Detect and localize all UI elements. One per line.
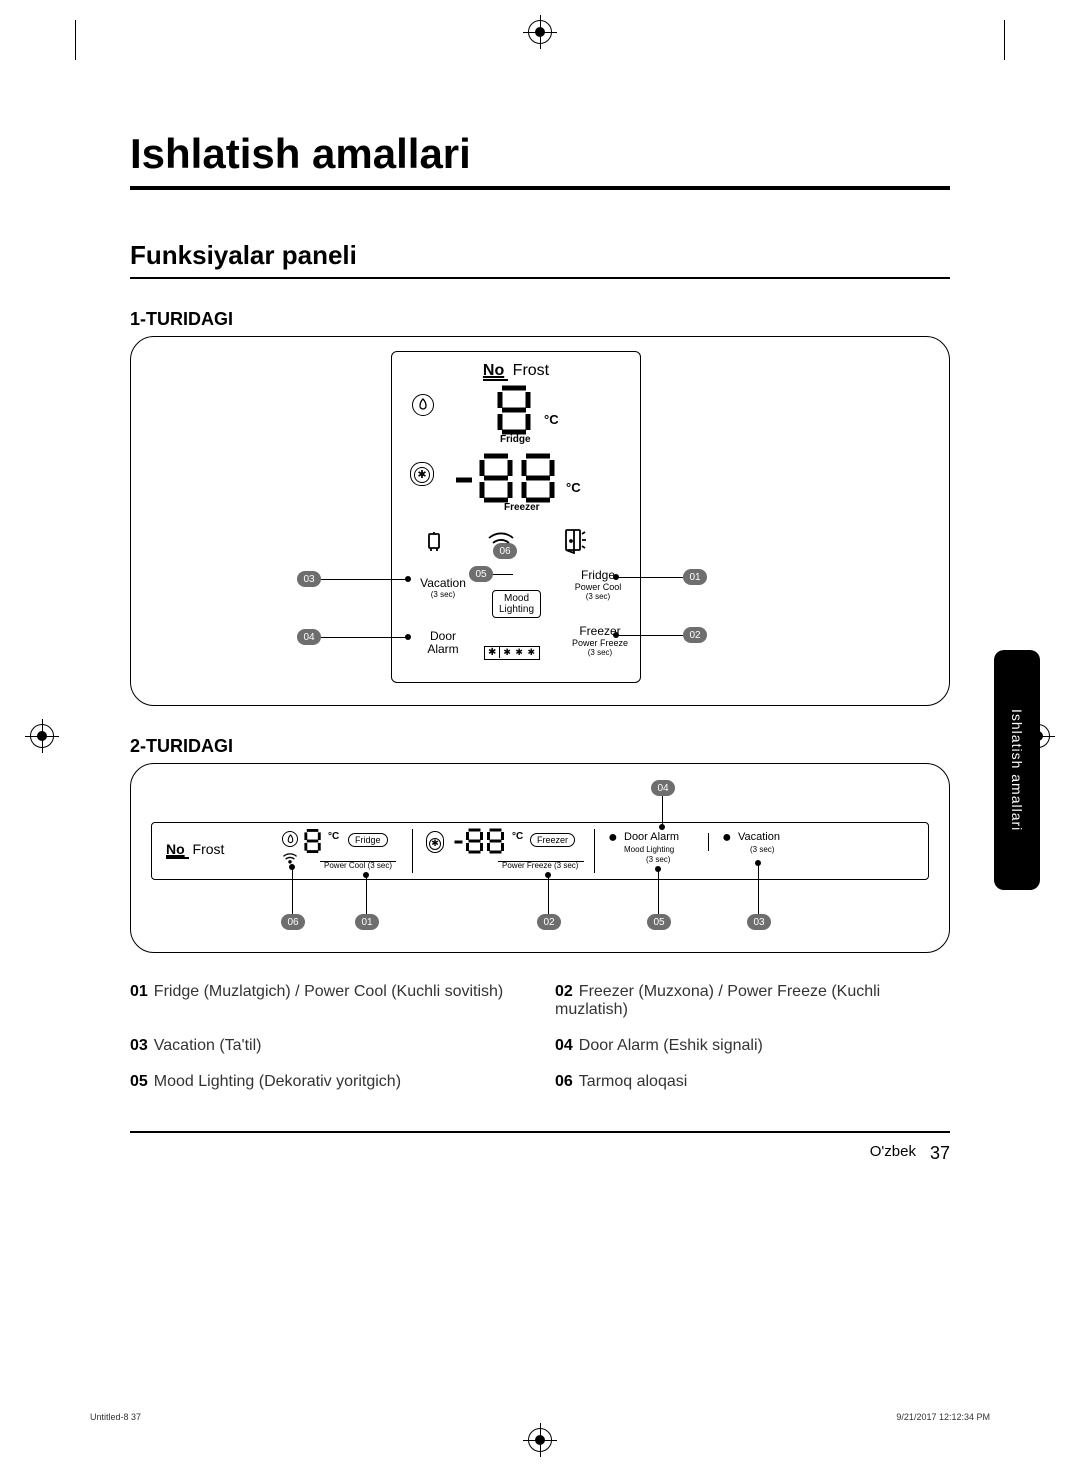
footer: O'zbek 37 bbox=[130, 1143, 950, 1164]
type2-heading: 2-TURIDAGI bbox=[130, 736, 950, 757]
freezer-rating-icon: ✱ ✱ ✱ ✱ bbox=[484, 642, 540, 660]
side-tab: Ishlatish amallari bbox=[994, 650, 1040, 890]
nofrost-logo: No Frost bbox=[166, 841, 224, 859]
footer-language: O'zbek bbox=[870, 1143, 916, 1164]
dot-icon: ● bbox=[608, 829, 618, 847]
freezer-pill-button[interactable]: Freezer bbox=[530, 833, 575, 847]
callout-04: 04 bbox=[297, 629, 321, 645]
power-freeze-label: Power Freeze (3 sec) bbox=[502, 861, 578, 870]
callout-01: 01 bbox=[683, 569, 707, 585]
footer-rule bbox=[130, 1131, 950, 1133]
panel-type1: No Frost °C Fridge ✱ bbox=[130, 336, 950, 706]
section-rule bbox=[130, 277, 950, 279]
dot-icon: ● bbox=[722, 829, 732, 847]
meta-left: Untitled-8 37 bbox=[90, 1412, 141, 1422]
power-freeze-icon: ✱ bbox=[410, 462, 434, 486]
vacation-label: Vacation bbox=[738, 831, 780, 843]
freezer-temp-digits bbox=[452, 827, 510, 860]
callout-03: 03 bbox=[747, 914, 771, 930]
legend-item: 04Door Alarm (Eshik signali) bbox=[555, 1037, 950, 1055]
freezer-label: Freezer bbox=[504, 502, 540, 513]
registration-mark-left bbox=[30, 724, 54, 748]
display-box: No Frost °C Fridge ✱ bbox=[391, 351, 641, 683]
freezer-button[interactable]: Freezer Power Freeze (3 sec) bbox=[562, 624, 638, 657]
panel-type2: No Frost °C Fridge Power Cool (3 sec) ✱ bbox=[130, 763, 950, 953]
deg-c: °C bbox=[544, 412, 559, 427]
deg-c: °C bbox=[328, 831, 339, 842]
title-rule bbox=[130, 186, 950, 190]
meta-right: 9/21/2017 12:12:34 PM bbox=[896, 1412, 990, 1422]
crop-mark bbox=[75, 20, 76, 60]
legend-item: 05Mood Lighting (Dekorativ yoritgich) bbox=[130, 1073, 525, 1091]
vacation-icon bbox=[422, 530, 446, 559]
callout-02: 02 bbox=[537, 914, 561, 930]
power-cool-icon bbox=[282, 831, 298, 850]
legend-item: 03Vacation (Ta'til) bbox=[130, 1037, 525, 1055]
callout-02: 02 bbox=[683, 627, 707, 643]
type1-heading: 1-TURIDAGI bbox=[130, 309, 950, 330]
door-alarm-button[interactable]: Door Alarm bbox=[408, 630, 478, 656]
mood-lighting-button[interactable]: Mood Lighting bbox=[492, 590, 541, 618]
power-freeze-icon: ✱ bbox=[426, 831, 444, 853]
callout-04: 04 bbox=[651, 780, 675, 796]
section-title: Funksiyalar paneli bbox=[130, 240, 950, 271]
deg-c: °C bbox=[566, 480, 581, 495]
legend-item: 01Fridge (Muzlatgich) / Power Cool (Kuch… bbox=[130, 983, 525, 1019]
callout-06: 06 bbox=[493, 543, 517, 559]
callout-05: 05 bbox=[647, 914, 671, 930]
mood-lighting-label: Mood Lighting bbox=[624, 845, 674, 854]
display-box-2: No Frost °C Fridge Power Cool (3 sec) ✱ bbox=[151, 822, 929, 880]
door-alarm-icon bbox=[562, 528, 586, 559]
legend-item: 02Freezer (Muzxona) / Power Freeze (Kuch… bbox=[555, 983, 950, 1019]
fridge-temp-digit bbox=[302, 827, 326, 860]
deg-c: °C bbox=[512, 831, 523, 842]
crop-mark bbox=[1004, 20, 1005, 60]
fridge-button[interactable]: Fridge Power Cool (3 sec) bbox=[562, 568, 634, 601]
fridge-pill-button[interactable]: Fridge bbox=[348, 833, 388, 847]
legend: 01Fridge (Muzlatgich) / Power Cool (Kuch… bbox=[130, 983, 950, 1091]
page-content: Ishlatish amallari Funksiyalar paneli 1-… bbox=[130, 130, 950, 1342]
registration-mark-top bbox=[528, 20, 552, 44]
page-title: Ishlatish amallari bbox=[130, 130, 950, 178]
legend-item: 06Tarmoq aloqasi bbox=[555, 1073, 950, 1091]
callout-01: 01 bbox=[355, 914, 379, 930]
door-alarm-label: Door Alarm bbox=[624, 831, 679, 843]
callout-06: 06 bbox=[281, 914, 305, 930]
fridge-label: Fridge bbox=[500, 434, 531, 445]
footer-page-number: 37 bbox=[930, 1143, 950, 1164]
callout-05: 05 bbox=[469, 566, 493, 582]
registration-mark-bottom bbox=[528, 1428, 552, 1452]
power-cool-icon bbox=[412, 394, 434, 417]
callout-03: 03 bbox=[297, 571, 321, 587]
nofrost-logo: No Frost bbox=[392, 362, 640, 380]
power-cool-label: Power Cool (3 sec) bbox=[324, 861, 392, 870]
vacation-button[interactable]: Vacation (3 sec) bbox=[408, 576, 478, 599]
